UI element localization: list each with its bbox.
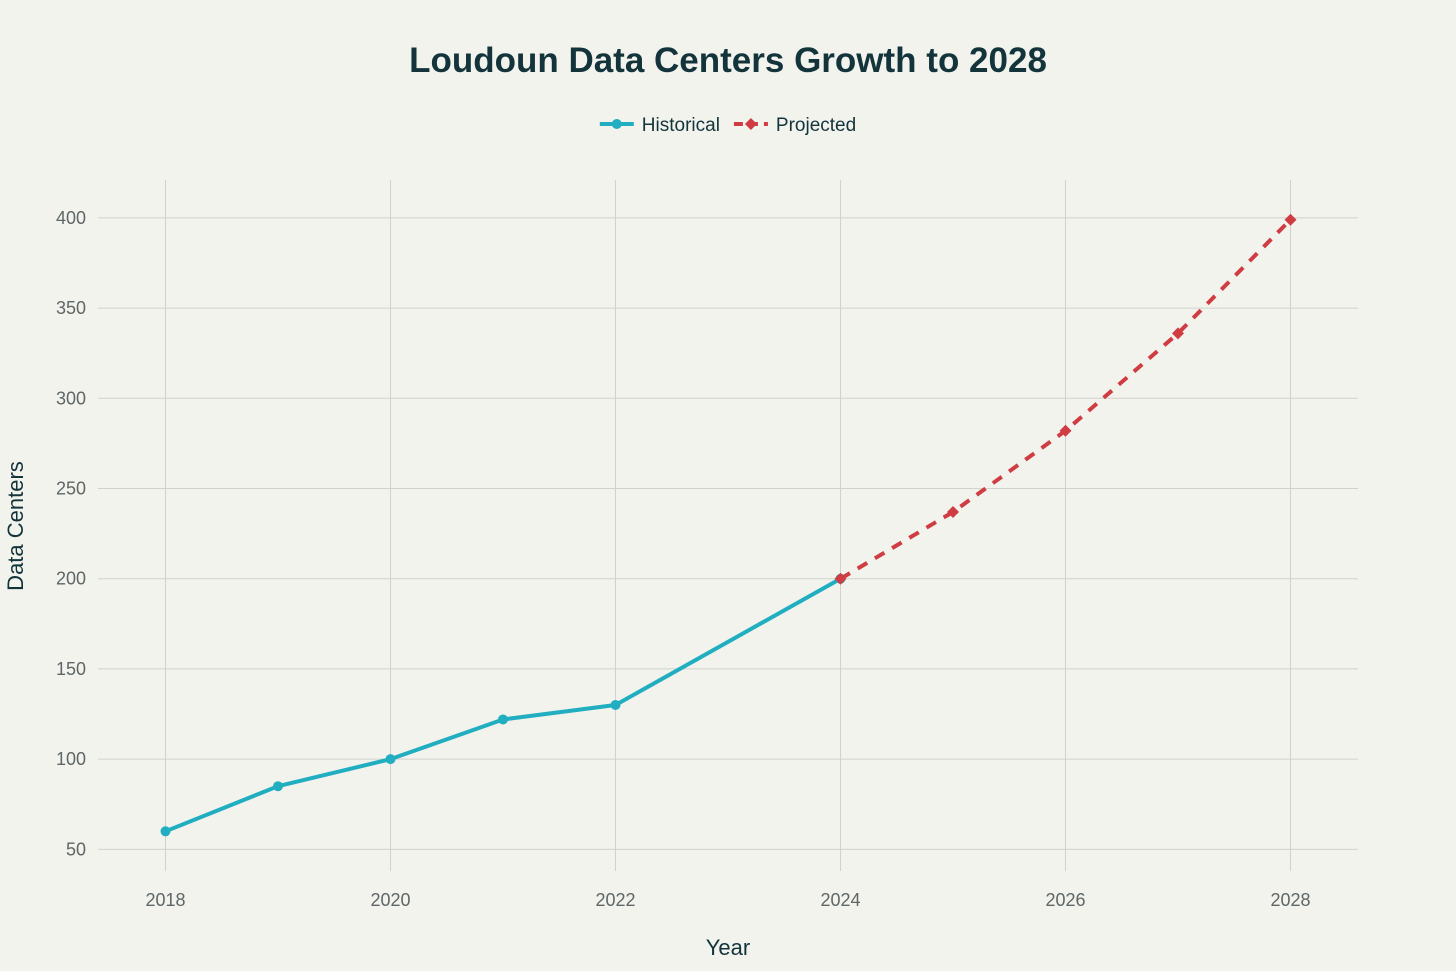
historical-point[interactable] (385, 754, 396, 765)
y-tick-label: 400 (56, 208, 86, 228)
y-tick-label: 300 (56, 388, 86, 408)
y-axis-ticks: 50 100 150 200 250 300 350 400 (56, 208, 86, 859)
historical-point[interactable] (273, 781, 283, 792)
x-tick-label: 2026 (1045, 890, 1085, 910)
x-axis-ticks: 2018 2020 2022 2024 2026 2028 (145, 890, 1310, 910)
x-tick-label: 2020 (370, 890, 410, 910)
x-axis-title: Year (706, 935, 750, 960)
x-tick-label: 2028 (1270, 890, 1310, 910)
y-tick-label: 150 (56, 659, 86, 679)
legend-marker (611, 119, 622, 129)
grid-lines (98, 180, 1358, 871)
y-tick-label: 100 (56, 749, 86, 769)
y-tick-label: 250 (56, 479, 86, 499)
legend-item-historical[interactable]: Historical (599, 115, 720, 136)
projected-point[interactable] (1284, 213, 1297, 226)
historical-line (163, 576, 843, 834)
legend-label: Historical (642, 115, 720, 136)
legend-item-projected[interactable]: Projected (733, 115, 856, 136)
projected-point[interactable] (1172, 327, 1184, 340)
historical-point[interactable] (160, 826, 171, 837)
projected-point[interactable] (1059, 424, 1072, 437)
projected-point[interactable] (947, 505, 959, 518)
legend[interactable]: Historical Projected (599, 115, 856, 136)
x-tick-label: 2022 (595, 890, 635, 910)
historical-point[interactable] (498, 714, 508, 725)
x-tick-label: 2024 (820, 890, 860, 910)
y-tick-label: 350 (56, 298, 86, 318)
x-tick-label: 2018 (145, 890, 185, 910)
projected-point[interactable] (834, 572, 847, 585)
y-tick-label: 200 (56, 569, 86, 589)
legend-marker (744, 118, 757, 130)
historical-point[interactable] (610, 700, 621, 711)
legend-label: Projected (776, 115, 856, 136)
y-axis-title: Data Centers (3, 461, 28, 591)
chart-title: Loudoun Data Centers Growth to 2028 (409, 41, 1047, 80)
y-tick-label: 50 (66, 839, 86, 859)
series-layer (160, 213, 1297, 837)
